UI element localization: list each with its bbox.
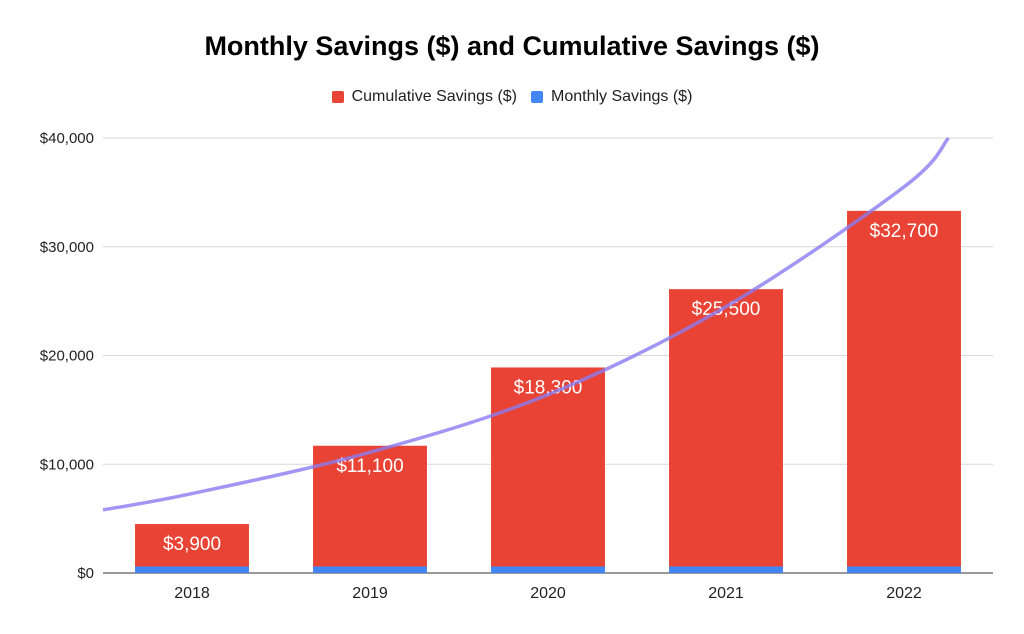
data-label-cumulative-2018: $3,900: [163, 534, 221, 555]
bar-cumulative-2022: [847, 210, 961, 567]
bar-monthly-2021: [669, 566, 783, 573]
legend-item-cumulative: Cumulative Savings ($): [331, 88, 517, 106]
bar-cumulative-2019: [313, 445, 427, 567]
bar-monthly-2019: [313, 566, 427, 573]
x-tick-label: 2022: [886, 585, 922, 602]
legend-item-monthly: Monthly Savings ($): [531, 88, 692, 106]
legend: Cumulative Savings ($) Monthly Savings (…: [0, 88, 1024, 106]
legend-label-monthly: Monthly Savings ($): [551, 88, 693, 105]
bar-monthly-2022: [847, 566, 961, 573]
legend-swatch-cumulative: [331, 91, 344, 103]
y-tick-label: $10,000: [40, 456, 94, 473]
y-tick-label: $30,000: [40, 239, 94, 256]
x-tick-label: 2019: [352, 585, 388, 602]
legend-label-cumulative: Cumulative Savings ($): [351, 88, 517, 105]
legend-swatch-monthly: [531, 91, 543, 103]
y-tick-label: $0: [77, 565, 94, 582]
chart-title: Monthly Savings ($) and Cumulative Savin…: [204, 31, 820, 61]
x-tick-label: 2020: [530, 585, 566, 602]
bar-monthly-2018: [135, 566, 249, 573]
bar-cumulative-2020: [491, 367, 605, 567]
bar-cumulative-2018: [135, 524, 249, 567]
x-tick-label: 2021: [708, 585, 744, 602]
x-tick-label: 2018: [174, 585, 210, 602]
data-labels: $3,900 $11,100 $18,300 $25,500 $32,700: [163, 221, 938, 555]
trendline-path: [102, 136, 950, 512]
data-label-cumulative-2019: $11,100: [336, 456, 403, 477]
data-label-cumulative-2020: $18,300: [514, 377, 583, 398]
trendline: [102, 136, 950, 512]
bar-cumulative-2021: [669, 289, 783, 567]
y-axis: $0 $10,000 $20,000 $30,000 $40,000: [40, 130, 94, 582]
y-tick-label: $40,000: [40, 130, 94, 147]
bar-monthly-2020: [491, 566, 605, 573]
bars: [135, 210, 961, 573]
y-tick-label: $20,000: [40, 348, 94, 365]
x-axis: 2018 2019 2020 2021 2022: [174, 585, 922, 602]
data-label-cumulative-2022: $32,700: [870, 221, 939, 242]
data-label-cumulative-2021: $25,500: [692, 299, 761, 320]
